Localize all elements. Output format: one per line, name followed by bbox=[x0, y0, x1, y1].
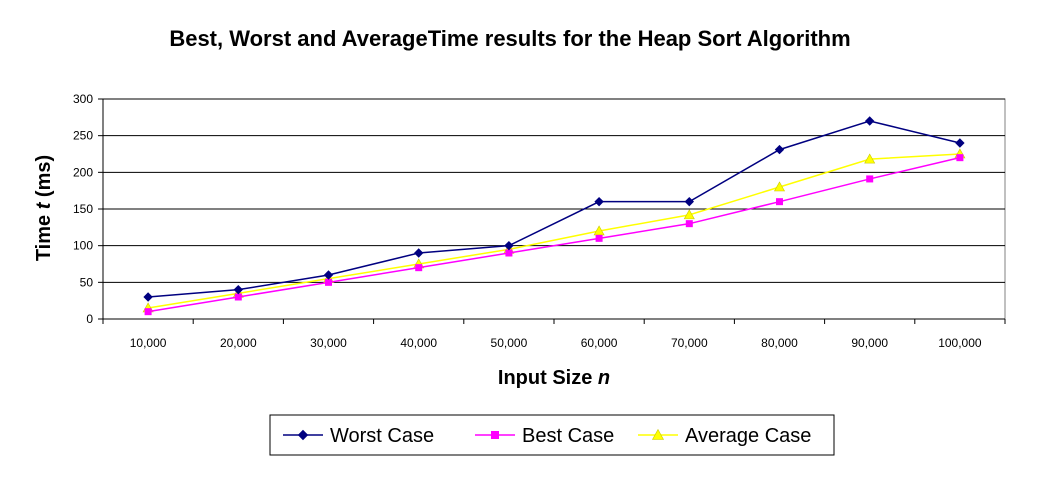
data-point bbox=[297, 429, 309, 441]
x-axis-ticks: 10,000 20,000 30,000 40,000 50,000 60,000 70,0… bbox=[102, 319, 1006, 350]
legend-item: Average Case bbox=[638, 425, 811, 447]
y-tick-label: 250 bbox=[73, 129, 93, 143]
legend-box bbox=[269, 414, 835, 456]
data-point bbox=[234, 293, 242, 301]
x-tick-label: 10,000 bbox=[130, 336, 167, 350]
data-point bbox=[864, 116, 875, 126]
x-tick-label: 60,000 bbox=[581, 336, 618, 350]
data-point bbox=[415, 264, 423, 272]
data-point bbox=[325, 278, 332, 286]
data-point bbox=[144, 308, 152, 316]
data-point bbox=[595, 234, 603, 242]
x-tick-label: 100,000 bbox=[938, 336, 982, 350]
data-point bbox=[776, 198, 783, 206]
series-best-case bbox=[144, 154, 964, 316]
data-point bbox=[651, 428, 665, 440]
x-axis-title: Input Size n bbox=[498, 367, 610, 389]
data-point bbox=[955, 138, 965, 148]
data-point bbox=[504, 240, 514, 251]
y-tick-label: 50 bbox=[80, 275, 94, 289]
y-tick-label: 0 bbox=[86, 312, 93, 326]
series-line bbox=[147, 156, 961, 313]
series-worst-case bbox=[143, 116, 965, 302]
legend-item: Worst Case bbox=[283, 425, 434, 447]
data-point bbox=[143, 292, 153, 302]
x-tick-label: 40,000 bbox=[400, 336, 437, 350]
y-tick-label: 100 bbox=[73, 239, 93, 253]
x-tick-label: 80,000 bbox=[761, 336, 798, 350]
data-point bbox=[233, 284, 244, 295]
gridlines bbox=[103, 98, 1005, 283]
legend-label: Average Case bbox=[685, 425, 811, 447]
series-group bbox=[142, 116, 966, 316]
y-tick-label: 300 bbox=[73, 92, 93, 106]
data-point bbox=[594, 196, 604, 207]
x-tick-label: 20,000 bbox=[220, 336, 257, 350]
x-tick-label: 70,000 bbox=[671, 336, 708, 350]
data-point bbox=[505, 249, 513, 257]
legend-item: Best Case bbox=[475, 425, 614, 447]
x-tick-label: 30,000 bbox=[310, 336, 347, 350]
series-line bbox=[148, 120, 961, 298]
data-point bbox=[866, 175, 874, 183]
y-axis-title-var: t bbox=[33, 201, 55, 209]
x-tick-label: 50,000 bbox=[491, 336, 528, 350]
data-point bbox=[323, 270, 334, 280]
series-line bbox=[147, 153, 960, 309]
data-point bbox=[685, 220, 693, 228]
legend-label: Worst Case bbox=[330, 425, 434, 447]
legend-label: Best Case bbox=[522, 425, 614, 447]
data-point bbox=[413, 248, 424, 258]
data-point bbox=[774, 144, 785, 155]
y-axis-title: Time t (ms) bbox=[33, 155, 55, 261]
chart-title: Best, Worst and AverageTime results for … bbox=[169, 26, 850, 51]
y-axis-ticks: 0 50 100 150 200 250 300 bbox=[73, 92, 1005, 326]
legend: Worst Case Best Case Average Case bbox=[269, 414, 835, 456]
x-axis-title-main: Input Size bbox=[498, 367, 598, 389]
data-point bbox=[956, 154, 964, 162]
y-tick-label: 150 bbox=[73, 202, 93, 216]
y-axis-title-unit: (ms) bbox=[33, 155, 55, 203]
x-tick-label: 90,000 bbox=[851, 336, 888, 350]
data-point bbox=[684, 196, 695, 207]
y-axis-title-main: Time bbox=[33, 209, 55, 261]
x-axis-title-var: n bbox=[598, 367, 610, 389]
data-point bbox=[683, 209, 695, 220]
data-point bbox=[491, 431, 499, 439]
y-tick-label: 200 bbox=[73, 165, 93, 179]
data-point bbox=[864, 153, 876, 164]
data-point bbox=[773, 181, 786, 192]
